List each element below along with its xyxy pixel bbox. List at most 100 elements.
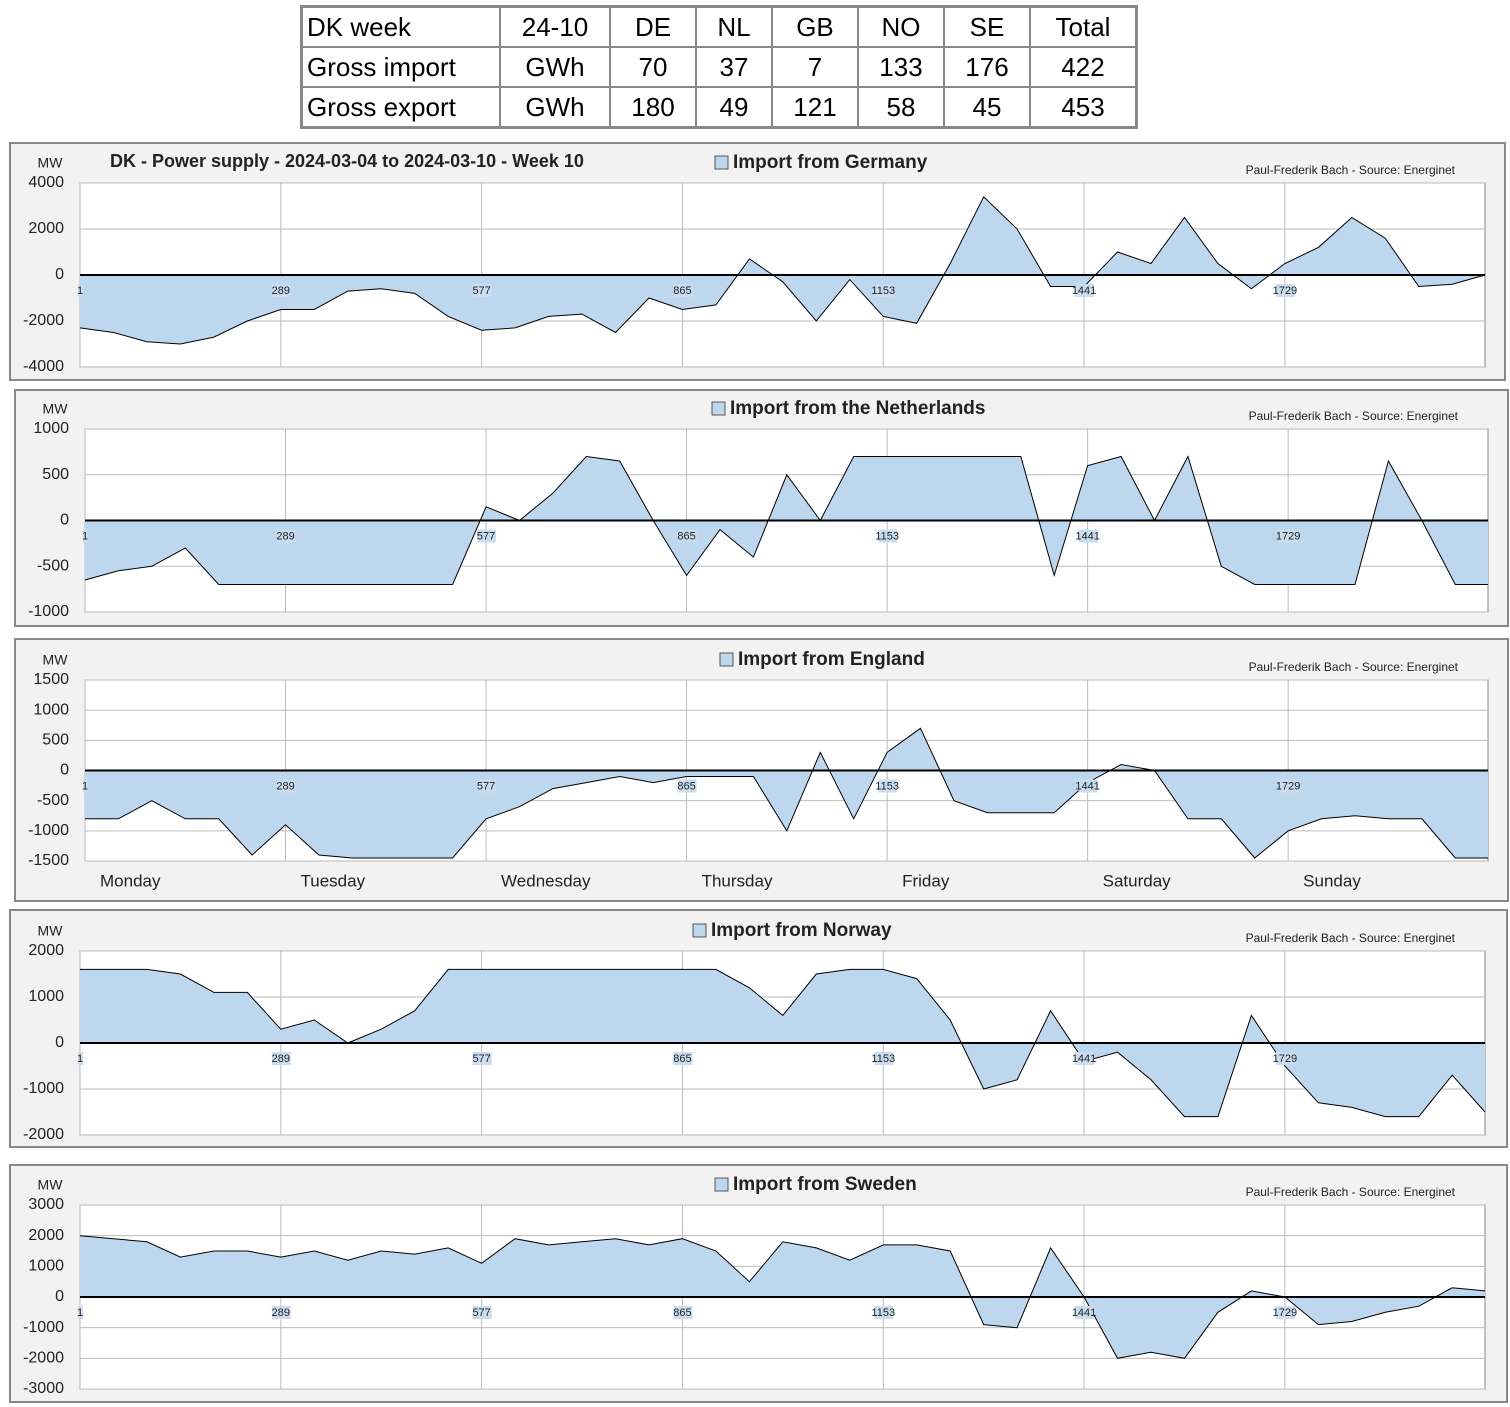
x-tick-bg xyxy=(874,1052,894,1065)
area-line xyxy=(79,1235,1486,1359)
x-tick-bg xyxy=(78,1052,83,1065)
x-tick-bg xyxy=(1075,1306,1095,1319)
x-tick-label: 289 xyxy=(276,780,294,792)
y-tick-label: -1000 xyxy=(28,603,69,620)
table-cell: DK week xyxy=(300,5,501,48)
y-tick-label: 500 xyxy=(42,466,69,483)
y-tick-label: 0 xyxy=(55,266,64,283)
x-tick-bg xyxy=(878,529,898,543)
area-fill xyxy=(85,728,1488,858)
y-tick-label: 0 xyxy=(55,1288,64,1305)
y-tick-label: -3000 xyxy=(23,1380,64,1397)
area-line xyxy=(80,968,1486,1118)
x-tick-bg xyxy=(1078,529,1098,543)
y-tick-label: -1000 xyxy=(28,822,69,839)
x-tick-label: 1 xyxy=(77,1053,83,1065)
y-axis-unit: MW xyxy=(38,923,64,939)
y-tick-label: -1500 xyxy=(28,852,69,869)
x-tick-bg xyxy=(1279,529,1299,543)
x-tick-bg xyxy=(276,529,296,543)
x-tick-bg xyxy=(878,779,898,793)
source-note: Paul-Frederik Bach - Source: Energinet xyxy=(1249,660,1459,674)
table-cell: 7 xyxy=(771,46,859,88)
x-tick-label: 1441 xyxy=(1075,530,1099,542)
x-tick-bg xyxy=(1279,779,1299,793)
x-tick-bg xyxy=(83,529,88,543)
table-cell: 453 xyxy=(1029,86,1138,129)
y-tick-label: 1000 xyxy=(28,988,64,1005)
x-tick-label: 1729 xyxy=(1273,1307,1297,1319)
source-note: Paul-Frederik Bach - Source: Energinet xyxy=(1246,163,1456,177)
table-cell: 45 xyxy=(943,86,1031,129)
x-tick-bg xyxy=(271,1052,291,1065)
day-label: Thursday xyxy=(702,871,773,890)
x-tick-bg xyxy=(1275,1306,1295,1319)
y-tick-label: 4000 xyxy=(28,174,64,191)
x-tick-label: 289 xyxy=(272,285,290,297)
x-tick-bg xyxy=(78,284,83,297)
legend-label: Import from Germany xyxy=(733,152,928,173)
x-tick-bg xyxy=(1075,284,1095,297)
y-axis-unit: MW xyxy=(43,652,69,668)
table-cell: Gross export xyxy=(300,86,501,129)
legend-label: Import from Sweden xyxy=(733,1174,917,1195)
y-tick-label: 1500 xyxy=(33,671,69,688)
day-label: Monday xyxy=(100,871,161,890)
table-cell: 49 xyxy=(695,86,773,129)
table-cell: DE xyxy=(609,5,697,48)
x-tick-bg xyxy=(477,529,497,543)
y-axis-unit: MW xyxy=(38,155,64,171)
x-tick-bg xyxy=(673,284,693,297)
x-tick-bg xyxy=(472,1306,492,1319)
x-tick-label: 1729 xyxy=(1273,285,1297,297)
y-tick-label: 2000 xyxy=(28,942,64,959)
x-tick-label: 1 xyxy=(82,530,88,542)
x-tick-bg xyxy=(1075,1052,1095,1065)
y-axis-unit: MW xyxy=(38,1177,64,1193)
legend-swatch xyxy=(711,401,726,416)
x-tick-bg xyxy=(83,779,88,793)
x-tick-label: 1 xyxy=(77,285,83,297)
area-line xyxy=(85,727,1488,859)
x-tick-label: 1153 xyxy=(875,780,899,792)
table-cell: 422 xyxy=(1029,46,1138,88)
legend-label: Import from England xyxy=(738,649,925,670)
table-cell: 70 xyxy=(609,46,697,88)
y-tick-label: 500 xyxy=(42,732,69,749)
day-label: Wednesday xyxy=(501,871,591,890)
table-row: DK week 24-10 DE NL GB NO SE Total xyxy=(300,5,1138,48)
day-label: Saturday xyxy=(1103,871,1172,890)
x-tick-label: 1729 xyxy=(1273,1053,1297,1065)
legend-label: Import from Norway xyxy=(711,920,892,941)
x-tick-bg xyxy=(677,529,697,543)
x-tick-bg xyxy=(677,779,697,793)
legend-swatch xyxy=(692,923,707,938)
table-cell: 121 xyxy=(771,86,859,129)
x-tick-label: 1 xyxy=(82,780,88,792)
x-tick-label: 1153 xyxy=(871,1053,895,1065)
source-note: Paul-Frederik Bach - Source: Energinet xyxy=(1249,409,1459,423)
x-tick-label: 1441 xyxy=(1072,285,1096,297)
table-cell: NO xyxy=(857,5,945,48)
table-cell: SE xyxy=(943,5,1031,48)
table-cell: GWh xyxy=(499,46,611,88)
source-note: Paul-Frederik Bach - Source: Energinet xyxy=(1246,931,1456,945)
area-line xyxy=(84,455,1488,585)
y-tick-label: 2000 xyxy=(28,1227,64,1244)
y-axis-unit: MW xyxy=(43,401,69,417)
x-tick-bg xyxy=(477,779,497,793)
x-tick-bg xyxy=(271,1306,291,1319)
table-cell: 37 xyxy=(695,46,773,88)
x-tick-bg xyxy=(78,1306,83,1319)
y-tick-label: -500 xyxy=(37,792,69,809)
x-tick-label: 1153 xyxy=(871,285,895,297)
y-tick-label: -1000 xyxy=(23,1319,64,1336)
x-tick-label: 865 xyxy=(677,780,695,792)
x-tick-bg xyxy=(472,284,492,297)
legend-swatch xyxy=(714,1177,729,1192)
table-cell: 24-10 xyxy=(499,5,611,48)
y-tick-label: 0 xyxy=(60,762,69,779)
y-tick-label: -2000 xyxy=(23,1126,64,1143)
